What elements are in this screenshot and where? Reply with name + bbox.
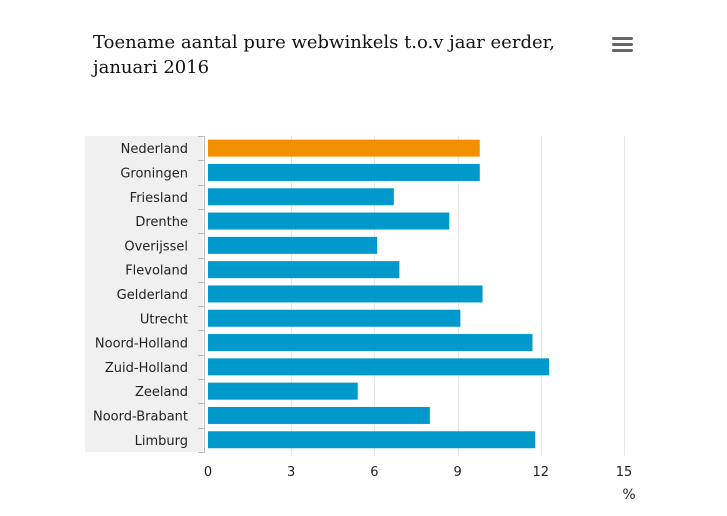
chart-title: Toename aantal pure webwinkels t.o.v jaa… bbox=[93, 30, 593, 80]
bar-flevoland[interactable] bbox=[208, 261, 400, 279]
bar-friesland[interactable] bbox=[208, 188, 394, 206]
x-tick-label: 3 bbox=[287, 465, 295, 480]
category-label: Friesland bbox=[130, 191, 188, 206]
category-label: Limburg bbox=[135, 434, 188, 449]
x-tick-label: 12 bbox=[533, 465, 550, 480]
bar-overijssel[interactable] bbox=[208, 236, 378, 254]
category-label: Noord-Brabant bbox=[93, 409, 188, 424]
bar-noord-holland[interactable] bbox=[208, 334, 533, 352]
bar-nederland[interactable] bbox=[208, 139, 480, 157]
bar-noord-brabant[interactable] bbox=[208, 406, 430, 424]
category-label: Groningen bbox=[120, 166, 188, 181]
hamburger-menu-icon-line bbox=[612, 49, 633, 52]
bar-utrecht[interactable] bbox=[208, 309, 461, 327]
bar-limburg[interactable] bbox=[208, 431, 536, 449]
category-label: Flevoland bbox=[125, 264, 188, 279]
x-tick-label: 15 bbox=[616, 465, 633, 480]
category-label: Zeeland bbox=[135, 385, 188, 400]
bar-gelderland[interactable] bbox=[208, 285, 483, 303]
category-label: Drenthe bbox=[135, 215, 188, 230]
x-axis-title: % bbox=[622, 487, 635, 503]
category-label: Overijssel bbox=[124, 239, 188, 254]
x-tick-label: 0 bbox=[204, 465, 212, 480]
category-band bbox=[85, 136, 203, 452]
category-label: Utrecht bbox=[140, 312, 188, 327]
bar-zeeland[interactable] bbox=[208, 382, 358, 400]
bar-drenthe[interactable] bbox=[208, 212, 450, 230]
chart-title-line-2: januari 2016 bbox=[93, 57, 210, 78]
x-tick-label: 9 bbox=[453, 465, 461, 480]
bar-groningen[interactable] bbox=[208, 163, 480, 181]
hamburger-menu-icon-line bbox=[612, 43, 633, 46]
chart-title-line-1: Toename aantal pure webwinkels t.o.v jaa… bbox=[93, 32, 555, 53]
category-label: Nederland bbox=[121, 142, 188, 157]
category-label: Noord-Holland bbox=[95, 337, 188, 352]
hamburger-menu-icon bbox=[612, 37, 633, 40]
bar-zuid-holland[interactable] bbox=[208, 358, 550, 376]
category-label: Zuid-Holland bbox=[105, 361, 188, 376]
category-label: Gelderland bbox=[117, 288, 188, 303]
chart-menu-button[interactable] bbox=[606, 32, 638, 58]
x-tick-label: 6 bbox=[370, 465, 378, 480]
